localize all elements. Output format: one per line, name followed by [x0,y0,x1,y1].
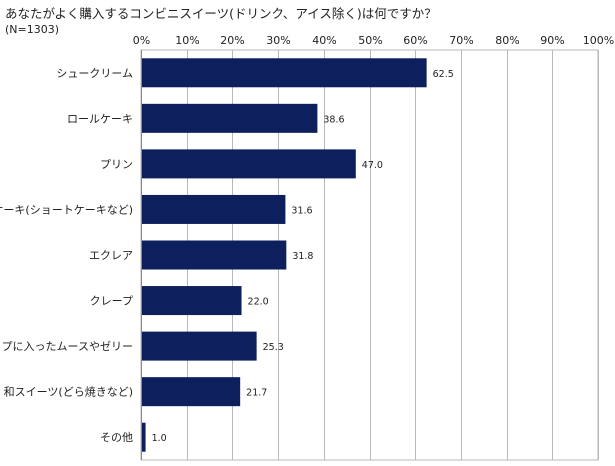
x-tick-label: 100% [583,34,614,47]
category-label: 和スイーツ(どら焼きなど) [4,386,133,399]
bar [141,331,257,361]
x-tick-label: 50% [358,34,382,47]
category-label: カップに入ったムースやゼリー [0,340,133,353]
chart-title: あなたがよく購入するコンビニスイーツ(ドリンク、アイス除く)は何ですか？ [5,6,437,21]
category-label: ロールケーキ [67,112,133,125]
x-tick-label: 70% [449,34,473,47]
data-label: 1.0 [152,433,167,444]
bar [141,194,286,224]
chart-subtitle: (N=1303) [5,23,60,36]
data-label: 22.0 [248,297,269,308]
data-label: 47.0 [362,160,383,171]
data-label: 31.8 [292,251,313,262]
category-label: プリン [100,158,133,171]
category-label: エクレア [89,249,133,262]
x-tick-label: 30% [266,34,290,47]
data-label: 38.6 [323,114,344,125]
x-tick-label: 20% [220,34,244,47]
category-label: シュークリーム [56,67,133,80]
x-tick-label: 80% [495,34,519,47]
bar [141,149,356,179]
data-label: 31.6 [291,205,312,216]
data-label: 21.7 [246,388,267,399]
x-tick-label: 10% [175,34,199,47]
x-tick-label: 40% [312,34,336,47]
bar [141,377,241,407]
category-label: その他 [100,431,133,444]
data-label: 25.3 [263,342,284,353]
category-label: クレープ [90,295,133,308]
x-tick-label: 60% [403,34,427,47]
x-tick-label: 90% [540,34,564,47]
bar [141,240,287,270]
x-tick-label: 0% [133,34,150,47]
category-label: ケーキ(ショートケーキなど) [0,203,133,216]
data-label: 62.5 [433,69,454,80]
bar [141,103,318,133]
bar [141,58,427,88]
bar [141,422,146,452]
bar [141,286,242,316]
